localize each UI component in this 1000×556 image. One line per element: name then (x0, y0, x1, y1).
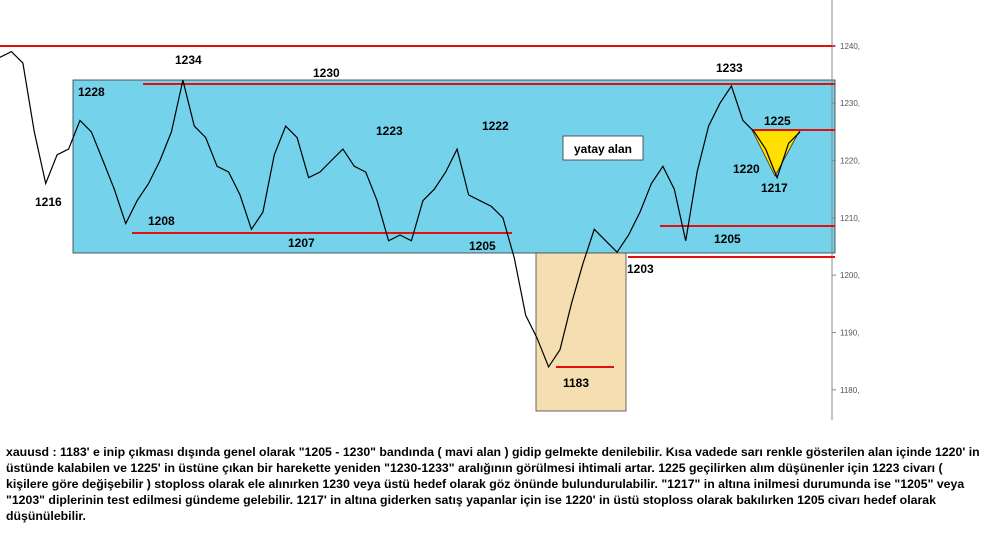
commentary: xauusd : 1183' e inip çıkması dışında ge… (6, 445, 980, 523)
y-tick-label: 1230, (840, 99, 860, 108)
annotation: 1225 (764, 114, 791, 128)
price-line (0, 50, 801, 369)
annotation: 1220 (733, 162, 760, 176)
annotation: 1208 (148, 214, 175, 228)
annotation: 1228 (78, 85, 105, 99)
y-tick-label: 1200, (840, 271, 860, 280)
annotation: 1223 (376, 124, 403, 138)
sand-zone (535, 252, 627, 412)
y-tick-label: 1210, (840, 214, 860, 223)
annotation: 1230 (313, 66, 340, 80)
chart: 1180, 1190, 1200, 1210, 1220, 1230, 1240, 1234… (0, 0, 860, 420)
annotation: 1205 (469, 239, 496, 253)
y-tick-label: 1190, (840, 329, 859, 338)
y-tick-label: 1180, (840, 386, 859, 395)
y-tick-label: 1240, (840, 42, 860, 51)
blue-zone (72, 79, 836, 254)
y-tick-label: 1220, (840, 157, 860, 166)
annotation: 1222 (482, 119, 509, 133)
annotation: 1233 (716, 61, 743, 75)
annotation: 1207 (288, 236, 315, 250)
label-box (562, 135, 644, 161)
annotation: 1203 (627, 262, 654, 276)
annotation: 1234 (175, 53, 202, 67)
annotation: yatay alan (574, 142, 632, 156)
annotation: 1217 (761, 181, 788, 195)
levels (0, 45, 835, 368)
annotation: 1183 (563, 376, 589, 390)
annotation: 1205 (714, 232, 741, 246)
annotations: 1234 1230 1228 1216 1208 1207 1223 1205 … (35, 53, 791, 390)
annotation: 1216 (35, 195, 62, 209)
